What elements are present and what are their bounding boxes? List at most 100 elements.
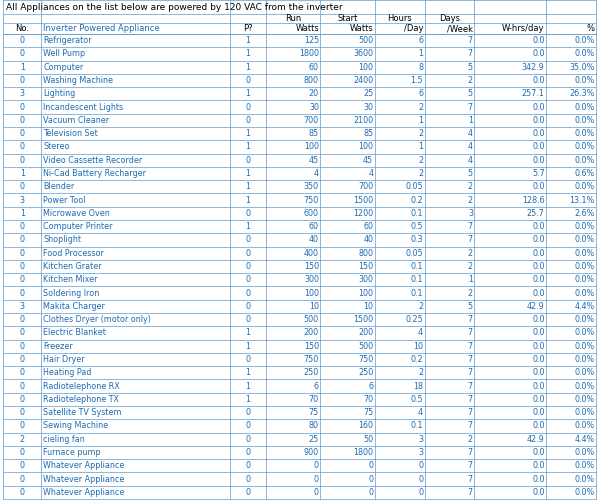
Text: Shoplight: Shoplight	[44, 235, 81, 244]
Text: 0.0%: 0.0%	[574, 142, 594, 151]
Text: 0.0%: 0.0%	[574, 235, 594, 244]
Text: 257.1: 257.1	[522, 89, 545, 98]
Text: 0: 0	[20, 315, 25, 324]
Text: 0: 0	[20, 355, 25, 364]
Text: 0.0: 0.0	[532, 142, 545, 151]
Text: Electric Blanket: Electric Blanket	[44, 329, 106, 338]
Text: 45: 45	[363, 156, 373, 165]
Text: 750: 750	[358, 355, 373, 364]
Text: 70: 70	[363, 395, 373, 404]
Text: 0: 0	[20, 103, 25, 112]
Text: Clothes Dryer (motor only): Clothes Dryer (motor only)	[44, 315, 151, 324]
Text: 0: 0	[20, 395, 25, 404]
Text: 0: 0	[245, 103, 251, 112]
Text: 0: 0	[20, 262, 25, 271]
Text: 1: 1	[245, 195, 251, 204]
Text: 0: 0	[245, 275, 251, 284]
Text: 0.0%: 0.0%	[574, 474, 594, 483]
Text: Incandescent Lights: Incandescent Lights	[44, 103, 124, 112]
Text: 128.6: 128.6	[522, 195, 545, 204]
Text: Watts: Watts	[295, 24, 319, 33]
Text: 0: 0	[20, 222, 25, 231]
Text: 7: 7	[468, 222, 473, 231]
Text: 7: 7	[468, 395, 473, 404]
Text: 2100: 2100	[353, 116, 373, 125]
Text: 8: 8	[418, 63, 423, 72]
Text: Radiotelephone TX: Radiotelephone TX	[44, 395, 120, 404]
Text: 2.6%: 2.6%	[574, 209, 594, 218]
Text: 0.0: 0.0	[532, 461, 545, 470]
Text: 1: 1	[245, 169, 251, 178]
Text: 1: 1	[245, 222, 251, 231]
Text: 0.0%: 0.0%	[574, 315, 594, 324]
Text: 0: 0	[20, 342, 25, 351]
Text: 0: 0	[245, 435, 251, 444]
Text: Kitchen Grater: Kitchen Grater	[44, 262, 102, 271]
Text: 18: 18	[413, 382, 423, 391]
Text: 0.0: 0.0	[532, 129, 545, 138]
Text: 500: 500	[358, 342, 373, 351]
Text: 100: 100	[358, 289, 373, 298]
Text: Hair Dryer: Hair Dryer	[44, 355, 85, 364]
Text: 7: 7	[468, 461, 473, 470]
Text: 7: 7	[468, 315, 473, 324]
Text: 0: 0	[20, 36, 25, 45]
Text: 1500: 1500	[353, 195, 373, 204]
Text: 7: 7	[468, 474, 473, 483]
Text: 0.0%: 0.0%	[574, 395, 594, 404]
Text: 0: 0	[20, 156, 25, 165]
Text: 0: 0	[245, 248, 251, 258]
Text: 5: 5	[468, 89, 473, 98]
Text: 13.1%: 13.1%	[569, 195, 594, 204]
Text: 2: 2	[418, 156, 423, 165]
Text: 0.0: 0.0	[532, 368, 545, 377]
Text: 1: 1	[245, 36, 251, 45]
Text: Food Processor: Food Processor	[44, 248, 105, 258]
Text: 0.0%: 0.0%	[574, 116, 594, 125]
Text: 45: 45	[309, 156, 319, 165]
Text: 0.0%: 0.0%	[574, 262, 594, 271]
Text: 0.0: 0.0	[532, 329, 545, 338]
Text: 6: 6	[418, 89, 423, 98]
Text: 4: 4	[418, 408, 423, 417]
Text: 0.0%: 0.0%	[574, 50, 594, 59]
Text: 0.0%: 0.0%	[574, 355, 594, 364]
Text: Stereo: Stereo	[44, 142, 70, 151]
Text: 1: 1	[245, 50, 251, 59]
Text: Power Tool: Power Tool	[44, 195, 86, 204]
Text: 500: 500	[358, 36, 373, 45]
Text: 7: 7	[468, 36, 473, 45]
Text: Days: Days	[439, 14, 460, 23]
Text: 2400: 2400	[353, 76, 373, 85]
Text: 0: 0	[314, 488, 319, 497]
Text: 1: 1	[245, 342, 251, 351]
Text: 0.0%: 0.0%	[574, 129, 594, 138]
Text: Microwave Oven: Microwave Oven	[44, 209, 110, 218]
Text: 0.0: 0.0	[532, 262, 545, 271]
Text: 10: 10	[413, 342, 423, 351]
Text: 0.0%: 0.0%	[574, 36, 594, 45]
Text: 0.0%: 0.0%	[574, 182, 594, 191]
Text: 1800: 1800	[353, 448, 373, 457]
Text: W-hrs/day: W-hrs/day	[502, 24, 545, 33]
Text: Washing Machine: Washing Machine	[44, 76, 114, 85]
Text: 0.0%: 0.0%	[574, 368, 594, 377]
Text: 2: 2	[418, 129, 423, 138]
Text: 4: 4	[314, 169, 319, 178]
Text: 750: 750	[304, 355, 319, 364]
Text: 0: 0	[245, 235, 251, 244]
Text: 60: 60	[363, 222, 373, 231]
Text: 0: 0	[20, 50, 25, 59]
Text: %: %	[587, 24, 594, 33]
Text: Inverter Powered Appliance: Inverter Powered Appliance	[44, 24, 160, 33]
Text: 300: 300	[358, 275, 373, 284]
Text: Whatever Appliance: Whatever Appliance	[44, 461, 125, 470]
Text: 80: 80	[309, 421, 319, 430]
Text: Sewing Machine: Sewing Machine	[44, 421, 109, 430]
Text: Blender: Blender	[44, 182, 75, 191]
Text: 0.0: 0.0	[532, 156, 545, 165]
Text: /Week: /Week	[447, 24, 473, 33]
Text: Computer: Computer	[44, 63, 84, 72]
Text: 1: 1	[245, 395, 251, 404]
Text: Watts: Watts	[349, 24, 373, 33]
